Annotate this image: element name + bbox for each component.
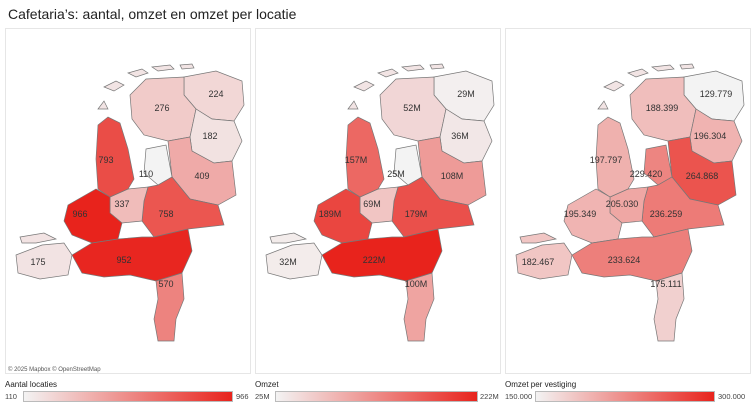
value-label-gelderland: 179M xyxy=(405,209,428,219)
province-noord-holland[interactable] xyxy=(95,116,135,198)
value-label-groningen: 29M xyxy=(457,89,475,99)
value-label-overijssel: 409 xyxy=(194,171,209,181)
legend-title: Aantal locaties xyxy=(5,380,58,389)
value-label-flevoland: 110 xyxy=(139,169,153,179)
legend-min-label: 25M xyxy=(255,392,270,401)
choropleth-map: 129.779 188.399 196.304 264.868 229.420 236.2… xyxy=(515,63,745,342)
value-label-noord-brabant: 222M xyxy=(363,255,386,265)
value-label-zuid-holland: 966 xyxy=(72,209,87,219)
legend-max-label: 222M xyxy=(480,392,499,401)
province-noord-holland[interactable] xyxy=(345,116,385,198)
island-shape xyxy=(679,63,695,70)
province-noord-brabant[interactable] xyxy=(71,228,193,282)
legend-max-label: 300.000 xyxy=(718,392,746,401)
value-label-limburg: 570 xyxy=(158,279,173,289)
legend-min-label: 150.000 xyxy=(505,392,533,401)
province-limburg[interactable] xyxy=(653,272,685,342)
island-shape xyxy=(627,68,649,78)
island-shape xyxy=(597,100,609,110)
province-zeeland[interactable] xyxy=(269,232,308,244)
map-panel-omzet[interactable]: 29M 52M 36M 108M 25M 179M 69M 157M 189M 32M 222M 10… xyxy=(255,28,501,374)
value-label-noord-holland: 157M xyxy=(345,155,368,165)
value-label-limburg: 175.111 xyxy=(650,279,681,289)
value-label-zuid-holland: 195.349 xyxy=(564,209,597,219)
province-zuid-holland[interactable] xyxy=(563,188,623,244)
legend-title: Omzet xyxy=(255,380,279,389)
value-label-drenthe: 36M xyxy=(451,131,469,141)
value-label-noord-brabant: 233.624 xyxy=(608,255,641,265)
legend-omzet-per-vestiging: Omzet per vestiging 150.000 300.000 xyxy=(505,380,751,410)
province-noord-brabant[interactable] xyxy=(571,228,693,282)
legend-gradient xyxy=(275,391,478,402)
value-label-noord-holland: 793 xyxy=(98,155,113,165)
choropleth-map: 224 276 182 409 110 758 337 793 966 175 952 570 xyxy=(15,63,245,342)
value-label-drenthe: 182 xyxy=(202,131,217,141)
province-noord-brabant[interactable] xyxy=(321,228,443,282)
province-zeeland[interactable] xyxy=(15,242,73,280)
value-label-utrecht: 69M xyxy=(363,199,381,209)
choropleth-map: 29M 52M 36M 108M 25M 179M 69M 157M 189M 32M 222M 10… xyxy=(265,63,495,342)
legend-min-label: 110 xyxy=(5,392,17,401)
legend-gradient xyxy=(535,391,715,402)
province-zeeland[interactable] xyxy=(19,232,58,244)
legend-title: Omzet per vestiging xyxy=(505,380,577,389)
province-zuid-holland[interactable] xyxy=(63,188,123,244)
value-label-flevoland: 229.420 xyxy=(630,169,663,179)
value-label-noord-brabant: 952 xyxy=(116,255,131,265)
value-label-zeeland: 175 xyxy=(30,257,45,267)
island-shape xyxy=(103,80,125,92)
value-label-overijssel: 264.868 xyxy=(686,171,719,181)
map-panel-omzet-per-vestiging[interactable]: 129.779 188.399 196.304 264.868 229.420 236.2… xyxy=(505,28,751,374)
legend-aantal: Aantal locaties 110 966 xyxy=(5,380,251,410)
island-shape xyxy=(347,100,359,110)
value-label-zeeland: 182.467 xyxy=(522,257,555,267)
value-label-drenthe: 196.304 xyxy=(694,131,727,141)
value-label-utrecht: 205.030 xyxy=(606,199,639,209)
value-label-flevoland: 25M xyxy=(387,169,405,179)
island-shape xyxy=(151,64,175,72)
province-noord-holland[interactable] xyxy=(595,116,635,198)
legend-max-label: 966 xyxy=(236,392,249,401)
value-label-groningen: 224 xyxy=(208,89,223,99)
island-shape xyxy=(127,68,149,78)
legend-gradient xyxy=(23,391,233,402)
value-label-friesland: 52M xyxy=(403,103,421,113)
value-label-gelderland: 758 xyxy=(158,209,173,219)
dashboard-title: Cafetaria’s: aantal, omzet en omzet per … xyxy=(8,6,297,22)
value-label-utrecht: 337 xyxy=(114,199,129,209)
province-zeeland[interactable] xyxy=(515,242,573,280)
province-zeeland[interactable] xyxy=(519,232,558,244)
island-shape xyxy=(97,100,109,110)
value-label-overijssel: 108M xyxy=(441,171,464,181)
island-shape xyxy=(401,64,425,72)
island-shape xyxy=(179,63,195,70)
value-label-groningen: 129.779 xyxy=(700,89,733,99)
value-label-limburg: 100M xyxy=(405,279,428,289)
legend-omzet: Omzet 25M 222M xyxy=(255,380,501,410)
province-zeeland[interactable] xyxy=(265,242,323,280)
island-shape xyxy=(651,64,675,72)
island-shape xyxy=(603,80,625,92)
island-shape xyxy=(353,80,375,92)
island-shape xyxy=(429,63,445,70)
value-label-friesland: 276 xyxy=(154,103,169,113)
value-label-friesland: 188.399 xyxy=(646,103,679,113)
map-attribution: © 2025 Mapbox © OpenStreetMap xyxy=(8,367,101,373)
value-label-gelderland: 236.259 xyxy=(650,209,683,219)
value-label-zeeland: 32M xyxy=(279,257,297,267)
province-limburg[interactable] xyxy=(153,272,185,342)
value-label-noord-holland: 197.797 xyxy=(590,155,623,165)
province-limburg[interactable] xyxy=(403,272,435,342)
island-shape xyxy=(377,68,399,78)
province-zuid-holland[interactable] xyxy=(313,188,373,244)
value-label-zuid-holland: 189M xyxy=(319,209,342,219)
map-panel-aantal[interactable]: 224 276 182 409 110 758 337 793 966 175 952 570 xyxy=(5,28,251,374)
